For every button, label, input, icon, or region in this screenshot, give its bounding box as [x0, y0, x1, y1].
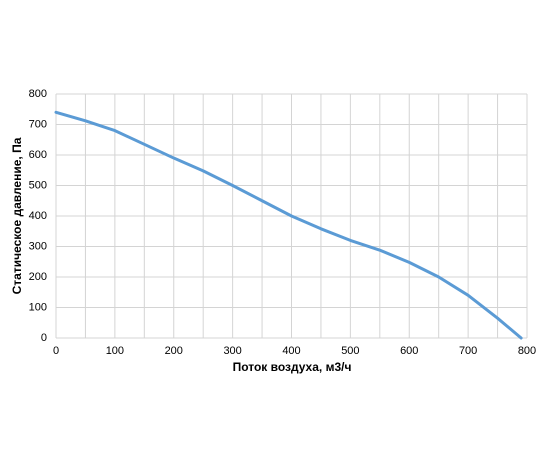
x-axis-title: Поток воздуха, м3/ч: [233, 360, 352, 374]
x-tick-label: 100: [106, 345, 124, 357]
y-axis-title: Статическое давление, Па: [10, 137, 24, 294]
x-tick-label: 600: [400, 345, 418, 357]
y-tick-label: 600: [29, 149, 47, 161]
x-tick-label: 800: [518, 345, 536, 357]
y-tick-label: 300: [29, 240, 47, 252]
y-tick-label: 200: [29, 271, 47, 283]
x-tick-label: 300: [223, 345, 241, 357]
x-tick-label: 200: [165, 345, 183, 357]
y-tick-label: 500: [29, 179, 47, 191]
data-line: [54, 110, 523, 340]
x-tick-label: 700: [459, 345, 477, 357]
y-tick-label: 400: [29, 210, 47, 222]
y-tick-label: 100: [29, 301, 47, 313]
x-tick-label: 500: [341, 345, 359, 357]
x-tick-label: 0: [53, 345, 59, 357]
y-tick-label: 800: [29, 88, 47, 100]
y-tick-label: 700: [29, 118, 47, 130]
y-tick-label: 0: [41, 332, 47, 344]
x-tick-label: 400: [282, 345, 300, 357]
